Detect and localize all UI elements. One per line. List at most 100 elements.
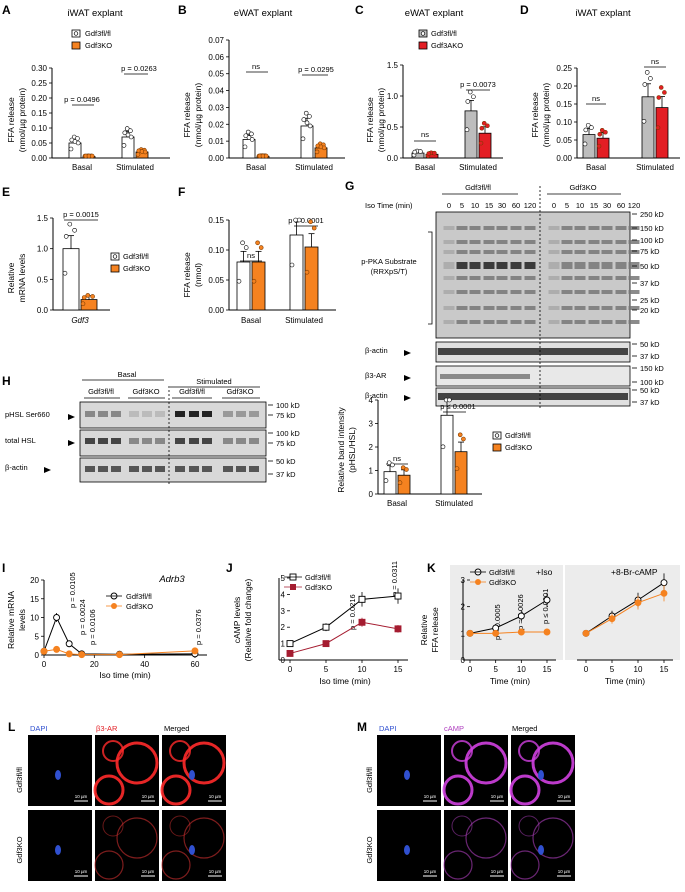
data-point [303, 110, 309, 116]
blot-band [548, 250, 560, 254]
panel-c-ytick-label: 1.0 [387, 92, 399, 101]
panel-k-sub-iso: +Iso [536, 567, 553, 577]
data-point [191, 647, 199, 655]
cell-membrane-stain [115, 741, 159, 785]
panel-h-ytick-label: 1 [369, 467, 374, 476]
data-point [390, 462, 395, 468]
blot-band [496, 276, 508, 280]
ytick-label: 0 [35, 651, 40, 660]
blot-band [510, 262, 522, 269]
ytick-label: 5 [281, 574, 286, 583]
blot-band [628, 320, 640, 324]
data-point [116, 651, 123, 659]
panel-l-col-merged: Merged [164, 724, 189, 733]
data-point [124, 126, 130, 131]
data-point [386, 460, 392, 466]
panel-h-group-1: Gdf3fl/fl [88, 387, 114, 396]
panel-g-mw-label: 20 kD [640, 306, 660, 315]
data-point [249, 137, 255, 142]
xtick-label: 0 [288, 665, 293, 674]
blot-band-phsl [142, 411, 152, 417]
xtick-label: 15 [394, 665, 403, 674]
panel-g-group-ko: Gdf3KO [569, 183, 596, 192]
blot-band [456, 250, 468, 254]
blot-band [548, 276, 560, 280]
panel-b-pvalue-basal: ns [252, 62, 260, 71]
panel-e-ytick-label: 1.5 [37, 214, 49, 223]
panel-h-label-phsl: pHSL Ser660 [5, 410, 50, 419]
panel-h-label-hsl: total HSL [5, 436, 36, 445]
panel-l-microscopy: DAPI β3-AR Merged Gdf3fl/fl Gdf3KO 10 µm… [15, 724, 226, 881]
bar-d-gdf3flfl-stimulated [641, 96, 655, 159]
panel-l-row-ko: Gdf3KO [15, 836, 24, 863]
blot-band [443, 320, 455, 324]
blot-band [548, 306, 560, 310]
data-point [447, 397, 452, 403]
ytick-label: 2 [461, 603, 466, 612]
panel-g-time-label: 5 [460, 201, 464, 210]
panel-letter-e: E [2, 185, 10, 199]
panel-l-row-ctrl: Gdf3fl/fl [15, 767, 24, 793]
nucleus-stain [55, 770, 61, 780]
data-point [465, 99, 471, 104]
blot-band [574, 226, 586, 230]
cell-membrane-stain [182, 741, 226, 785]
panel-h-mw-label: 100 kD [276, 429, 300, 438]
panel-f-ylabel-2: (nmol) [193, 263, 203, 287]
panel-letter-j: J [226, 561, 233, 575]
blot-band-hsl [111, 438, 121, 444]
panel-g-mw-label: 37 kD [640, 398, 660, 407]
panel-g-blot-ppka [435, 211, 631, 339]
blot-band [524, 276, 536, 280]
data-point [72, 227, 77, 233]
bar-c-gdf3ako-stimulated [478, 132, 492, 159]
blot-band [588, 240, 600, 244]
scale-bar-label: 10 µm [424, 869, 437, 874]
blot-band [456, 290, 468, 294]
panel-a-legend-swatch-ko [71, 41, 81, 50]
blot-band-phsl [155, 411, 165, 417]
blot-band-actin [85, 466, 95, 472]
data-point [122, 130, 128, 136]
data-point [53, 645, 61, 653]
data-point [662, 90, 667, 95]
cell-membrane-stain [102, 815, 124, 837]
data-point [492, 629, 500, 637]
panel-a-ylabel-1: FFA release [6, 97, 16, 143]
data-point [75, 136, 80, 141]
bar-h-gdf3ko-stimulated [454, 451, 468, 495]
data-point [128, 128, 133, 133]
blot-band [574, 306, 586, 310]
panel-a-chart: iWAT explant FFA release (nmol/µg protei… [6, 8, 170, 172]
blot-band-actin [111, 466, 121, 472]
panel-g-label-actin2: β-actin [365, 391, 388, 400]
cell-membrane-stain [510, 850, 540, 880]
blot-band [574, 240, 586, 244]
blot-band [469, 290, 481, 294]
blot-band [496, 240, 508, 244]
cell-membrane-stain [532, 817, 574, 859]
blot-band [601, 306, 613, 310]
panel-g-mw-label: 100 kD [640, 236, 664, 245]
blot-band [483, 320, 495, 324]
nucleus-stain [189, 770, 195, 780]
ytick-label: 1 [281, 640, 286, 649]
series-line-1 [470, 631, 547, 634]
blot-band [443, 276, 455, 280]
panel-f-ytick-label: 0.15 [208, 216, 224, 225]
panel-h-mw-label: 75 kD [276, 411, 296, 420]
blot-band [615, 290, 627, 294]
panel-a-ytick-label: 0.30 [31, 64, 47, 73]
panel-f-ytick-label: 0.10 [208, 246, 224, 255]
data-point [485, 123, 490, 129]
blot-band-phsl [249, 411, 259, 417]
data-point [603, 129, 608, 135]
blot-band [574, 276, 586, 280]
panel-d-pvalue-stim: ns [651, 57, 659, 66]
blot-band-phsl [98, 411, 108, 417]
blot-band [524, 250, 536, 254]
xtick-label: 10 [634, 665, 643, 674]
panel-h-xcat-basal: Basal [387, 499, 407, 508]
ytick-label: 0 [461, 656, 466, 665]
blot-band [548, 240, 560, 244]
